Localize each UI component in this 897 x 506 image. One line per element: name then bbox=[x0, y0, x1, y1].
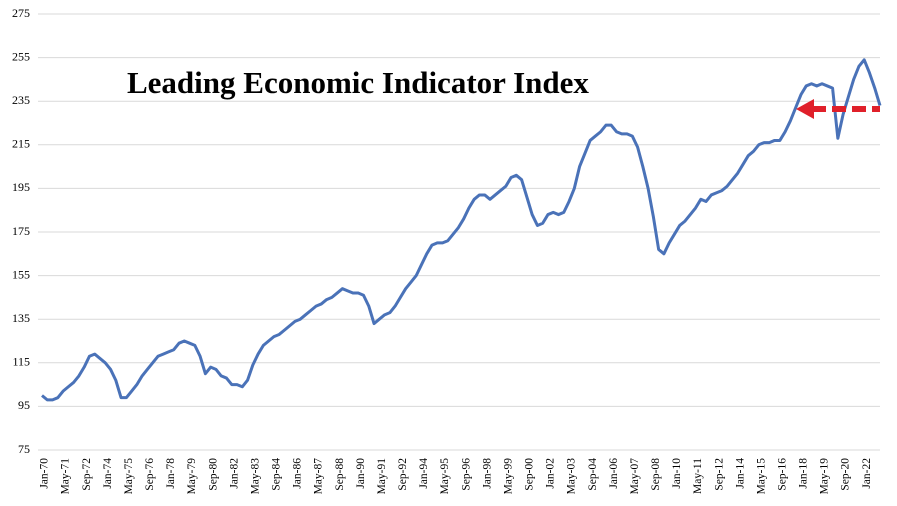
x-tick-label: Sep-76 bbox=[144, 458, 156, 491]
x-tick-label: May-87 bbox=[313, 458, 325, 495]
x-tick-label: Sep-16 bbox=[777, 458, 789, 491]
x-tick-label: Sep-20 bbox=[840, 458, 852, 491]
x-tick-label: May-07 bbox=[629, 458, 641, 495]
x-tick-label: Jan-86 bbox=[292, 458, 304, 489]
x-tick-label: May-11 bbox=[692, 458, 704, 494]
y-tick-label: 115 bbox=[12, 355, 30, 369]
x-tick-label: Sep-04 bbox=[587, 458, 599, 491]
x-tick-label: May-71 bbox=[60, 458, 72, 495]
y-tick-label: 235 bbox=[12, 93, 30, 107]
x-tick-label: May-79 bbox=[186, 458, 198, 495]
x-tick-label: Jan-70 bbox=[39, 458, 51, 489]
x-tick-label: Jan-74 bbox=[102, 458, 114, 489]
y-tick-label: 195 bbox=[12, 180, 30, 194]
x-tick-label: Jan-10 bbox=[671, 458, 683, 489]
y-tick-label: 155 bbox=[12, 267, 30, 281]
x-tick-label: Sep-08 bbox=[650, 458, 662, 491]
x-tick-label: Jan-78 bbox=[165, 458, 177, 489]
x-tick-label: Sep-88 bbox=[334, 458, 346, 491]
x-tick-label: Jan-22 bbox=[861, 458, 873, 489]
x-tick-label: May-19 bbox=[819, 458, 831, 495]
x-tick-label: Jan-06 bbox=[608, 458, 620, 489]
y-tick-label: 75 bbox=[18, 442, 30, 456]
x-tick-label: Sep-72 bbox=[81, 458, 93, 491]
x-tick-label: May-75 bbox=[123, 458, 135, 495]
x-tick-label: May-95 bbox=[439, 458, 451, 495]
x-tick-label: May-99 bbox=[502, 458, 514, 495]
x-tick-label: Jan-98 bbox=[481, 458, 493, 489]
x-tick-label: Jan-14 bbox=[734, 458, 746, 489]
x-tick-label: May-83 bbox=[249, 458, 261, 495]
chart-title: Leading Economic Indicator Index bbox=[127, 65, 589, 100]
y-tick-label: 255 bbox=[12, 49, 30, 63]
x-tick-label: Sep-12 bbox=[713, 458, 725, 491]
y-tick-label: 275 bbox=[12, 6, 30, 20]
x-tick-label: Jan-94 bbox=[418, 458, 430, 489]
x-tick-label: Sep-84 bbox=[271, 458, 283, 491]
x-tick-label: May-91 bbox=[376, 458, 388, 495]
x-tick-label: May-03 bbox=[566, 458, 578, 495]
y-tick-label: 215 bbox=[12, 137, 30, 151]
y-tick-label: 175 bbox=[12, 224, 30, 238]
x-tick-label: Jan-18 bbox=[798, 458, 810, 489]
x-tick-label: Jan-02 bbox=[545, 458, 557, 489]
x-tick-label: Jan-90 bbox=[355, 458, 367, 489]
x-tick-label: Sep-92 bbox=[397, 458, 409, 491]
x-tick-label: Sep-96 bbox=[460, 458, 472, 491]
x-tick-label: Sep-00 bbox=[524, 458, 536, 491]
x-tick-label: Sep-80 bbox=[207, 458, 219, 491]
y-tick-label: 135 bbox=[12, 311, 30, 325]
data-line bbox=[41, 58, 882, 402]
arrow-head bbox=[796, 99, 814, 119]
x-tick-label: Jan-82 bbox=[228, 458, 240, 489]
x-tick-label: May-15 bbox=[755, 458, 767, 495]
y-tick-label: 95 bbox=[18, 398, 30, 412]
